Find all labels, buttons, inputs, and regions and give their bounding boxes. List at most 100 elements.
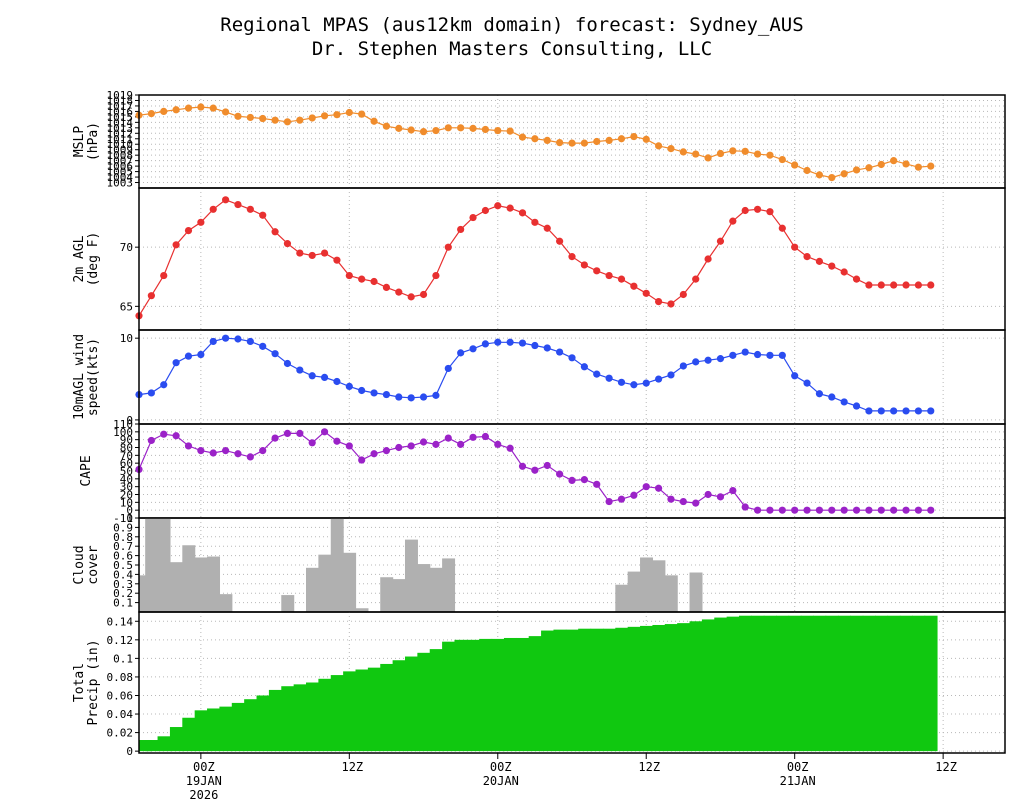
panel-cloud-bar (207, 556, 221, 612)
panel-mslp-point (184, 104, 193, 112)
panel-cloud-bar (640, 557, 654, 612)
panel-temp-point (716, 237, 725, 245)
panel-cape-ytick-label: 10 (120, 496, 133, 509)
panel-mslp-point (692, 150, 700, 158)
x-tick-label: 00Z (490, 760, 512, 774)
panel-temp-point (172, 241, 180, 249)
panel-temp-point (543, 224, 551, 232)
panel-cape-point (209, 449, 217, 457)
panel-cape-point (778, 506, 786, 514)
panel-cloud-bar (417, 564, 431, 612)
panel-cape-point (432, 440, 440, 448)
panel-wind-frame (138, 329, 1006, 425)
panel-temp-point (296, 249, 304, 257)
panel-cape-ylabel: CAPE (79, 455, 94, 486)
panel-mslp-point (432, 126, 440, 135)
panel-cape-point (296, 429, 304, 437)
panel-temp-point (333, 256, 341, 264)
x-tick-label: 2026 (189, 788, 218, 800)
panel-cape-point (865, 506, 873, 514)
panel-cloud-ytick-label: 0.3 (113, 578, 133, 591)
panel-precip-bar (751, 615, 765, 752)
panel-temp-point (642, 289, 650, 297)
panel-mslp-ytick-label: 1014 (107, 116, 134, 129)
panel-cape-point (246, 453, 254, 461)
panel-wind-point (890, 407, 898, 415)
panel-mslp-point (902, 160, 910, 168)
panel-mslp-point (172, 106, 180, 114)
panel-temp-point (419, 290, 428, 299)
panel-temp-point (481, 206, 489, 215)
panel-precip-bar (479, 638, 493, 752)
panel-cloud: 0.10.20.30.40.50.60.70.80.91 Cloud cover (72, 512, 1006, 613)
panel-temp-ytick-label: 65 (120, 300, 133, 313)
panel-temp-point (382, 283, 391, 291)
panel-mslp-point (222, 108, 230, 116)
panel-temp-point (865, 281, 873, 289)
panel-precip-ytick-label: 0.04 (107, 708, 134, 721)
panel-mslp-point (679, 148, 687, 156)
panel-cape-point (444, 434, 452, 442)
panel-precip-bar (553, 629, 567, 752)
panel-precip-bar (219, 706, 233, 752)
panel-temp-point (197, 218, 205, 226)
panel-wind-point (259, 342, 267, 350)
panel-wind-point (667, 371, 675, 379)
panel-cape-ytick-label: 40 (120, 473, 133, 486)
panel-precip-bar (862, 615, 876, 752)
panel-temp-point (395, 288, 403, 296)
panel-cape-point (197, 447, 205, 455)
panel-cape-ytick-label: -10 (113, 512, 133, 525)
panel-cloud-bar (442, 558, 456, 612)
panel-wind-point (370, 389, 378, 397)
chart-title-line1: Regional MPAS (aus12km domain) forecast:… (220, 14, 803, 36)
panel-precip-bar (776, 615, 790, 752)
panel-cloud-ylabel: Cloud (72, 545, 87, 584)
panel-precip-bar (417, 652, 431, 752)
panel-cloud-ytick-label: 0.4 (113, 568, 133, 581)
panel-mslp-point (457, 124, 465, 132)
panel-wind-point (531, 341, 539, 350)
panel-mslp-point (246, 113, 254, 122)
panel-cape-point (531, 466, 539, 474)
panel-wind-point (271, 350, 279, 358)
panel-temp-point (283, 240, 292, 248)
panel-wind-point (222, 334, 230, 342)
panel-precip-ytick-label: 0.02 (107, 727, 134, 740)
panel-temp-ytick-label: 70 (120, 241, 133, 254)
panel-cape-point (543, 461, 551, 470)
panel-precip-bar (701, 619, 715, 752)
panel-precip-bar (739, 615, 752, 752)
panel-wind-point (469, 345, 477, 353)
panel-wind-point (704, 356, 712, 364)
panel-cape-point (692, 499, 700, 507)
panel-temp-point (358, 275, 366, 283)
panel-cape-point (840, 506, 848, 514)
panel-mslp-point (580, 139, 588, 147)
panel-wind-point (494, 338, 502, 346)
panel-precip-bar (788, 615, 802, 752)
panel-mslp-point (593, 137, 601, 146)
panel-precip-bar (714, 617, 728, 752)
panel-mslp-point (308, 114, 316, 122)
panel-cape-point (469, 433, 477, 441)
panel-temp-point (617, 275, 626, 283)
panel-precip-bar (157, 736, 171, 752)
panel-temp-point (320, 249, 329, 257)
x-tick-label: 12Z (935, 760, 957, 774)
panel-cape-point (580, 476, 588, 484)
panel-temp-point (407, 293, 415, 301)
panel-wind-point (481, 340, 489, 348)
panel-mslp-point (407, 126, 415, 134)
panel-mslp-point (655, 142, 663, 150)
panel-cape-point (333, 437, 341, 445)
x-tick-label: 00Z (193, 760, 215, 774)
panel-cloud-ytick-label: 0.7 (113, 540, 133, 553)
panel-wind-point (160, 381, 168, 389)
panel-wind-point (147, 389, 155, 397)
panel-mslp-ytick-label: 1006 (107, 160, 134, 173)
panel-cloud-bar (652, 560, 666, 612)
panel-mslp-ytick-label: 1009 (107, 144, 134, 157)
panel-mslp-point (556, 138, 564, 147)
panel-wind-point (184, 352, 193, 360)
